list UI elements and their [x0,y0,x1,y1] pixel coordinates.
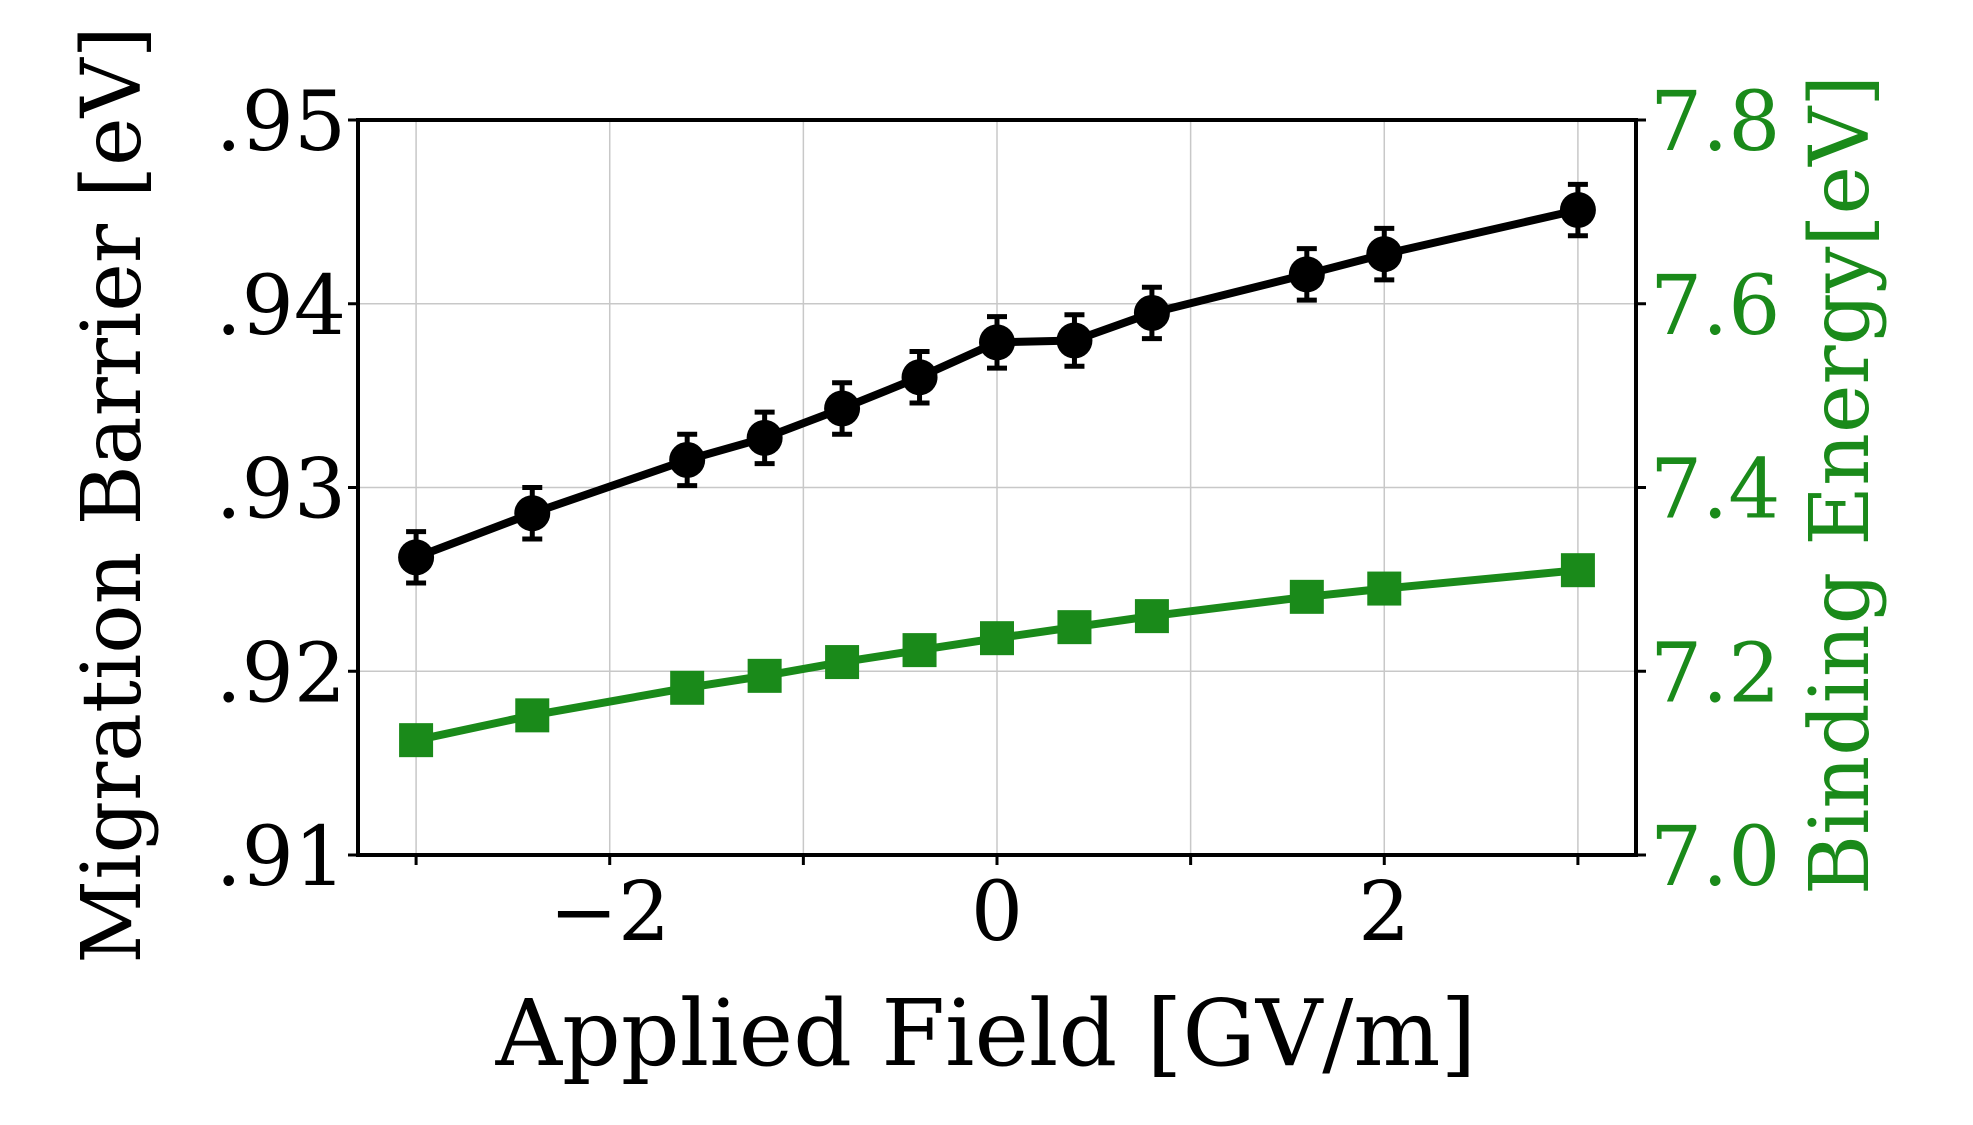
binding-energy-point [515,698,550,733]
left-tick-label: .92 [216,626,346,721]
left-tick-label: .95 [216,75,346,170]
migration-barrier-point [1366,236,1403,273]
series-migration-barrier [398,181,1596,586]
series-layer [398,181,1596,758]
binding-energy-point [1134,599,1169,634]
migration-barrier-point [901,359,938,396]
x-axis-title: Applied Field [GV/m] [495,980,1477,1087]
x-tick-label: 0 [971,865,1023,960]
binding-energy-point [1560,553,1595,588]
left-axis-title: Migration Barrier [eV] [65,26,160,963]
series-binding-energy [399,553,1595,758]
migration-barrier-point [514,495,551,532]
migration-barrier-point [824,390,861,427]
binding-energy-point [399,723,434,758]
x-tick-label: −2 [549,865,670,960]
right-tick-label: 7.0 [1650,810,1780,905]
migration-barrier-point [669,441,706,478]
binding-energy-point [1057,610,1092,645]
binding-energy-point [1367,571,1402,606]
right-tick-label: 7.8 [1650,75,1780,170]
right-tick-label: 7.2 [1650,626,1780,721]
left-tick-label: .93 [216,443,346,538]
migration-barrier-point [398,539,435,576]
x-axis-ticks: −2 0 2 [414,855,1580,960]
migration-barrier-point [1288,256,1325,293]
binding-energy-point [747,658,782,693]
migration-barrier-point [1056,322,1093,359]
right-axis-ticks: 7.0 7.2 7.4 7.6 7.8 [1636,75,1780,905]
binding-energy-point [902,633,937,668]
right-tick-label: 7.6 [1650,259,1780,354]
binding-energy-point [1289,579,1324,614]
migration-barrier-point [1559,192,1596,229]
binding-energy-point [670,670,705,705]
migration-barrier-point [1133,294,1170,331]
binding-energy-point [825,645,860,680]
right-tick-label: 7.4 [1650,443,1780,538]
right-axis-title: Binding Energy[eV] [1793,75,1888,895]
migration-barrier-point [979,324,1015,361]
left-tick-label: .91 [216,810,346,905]
left-tick-label: .94 [216,259,346,354]
grid [358,119,1636,856]
migration-barrier-point [746,419,783,456]
binding-energy-point [980,621,1014,656]
x-tick-label: 2 [1358,865,1410,960]
left-axis-ticks: .91 .92 .93 .94 .95 [216,75,358,905]
